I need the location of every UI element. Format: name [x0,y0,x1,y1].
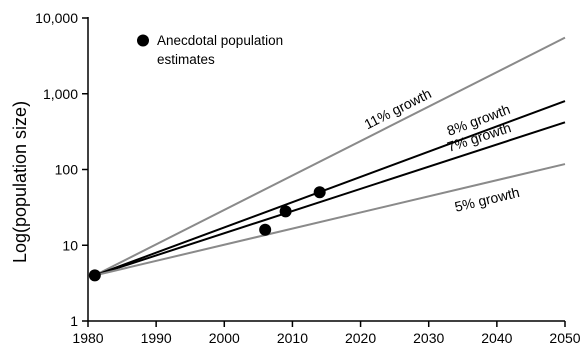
legend-label-line-1: estimates [157,52,215,67]
axes: 1 10 100 1,000 10,000 1980 1990 2000 2010 2020 203… [35,10,581,346]
legend: Anecdotal population estimates [137,33,283,67]
data-point-1 [259,223,272,236]
y-tick-label-1: 10 [62,237,78,253]
legend-label: Anecdotal population estimates [157,33,283,67]
legend-marker [137,34,149,47]
y-tick-label-2: 100 [55,162,79,178]
x-tick-label-5: 2030 [413,330,444,346]
projection-lines [94,36,566,277]
data-points [88,186,326,282]
x-tick-label-7: 2050 [549,330,580,346]
y-tick-label-4: 10,000 [35,10,78,26]
data-point-3 [313,186,326,199]
y-tick-label-3: 1,000 [43,86,78,102]
x-tick-label-1: 1990 [141,330,172,346]
legend-label-line-0: Anecdotal population [157,33,283,48]
x-tick-label-2: 2000 [209,330,240,346]
data-point-2 [279,205,292,218]
x-tick-label-6: 2040 [481,330,512,346]
x-tick-label-0: 1980 [72,330,103,346]
x-tick-label-3: 2010 [277,330,308,346]
projection-line-1 [94,100,566,277]
y-axis-title: Log(population size) [10,101,30,263]
y-tick-label-0: 1 [70,313,78,329]
x-tick-label-4: 2020 [345,330,376,346]
projection-line-2 [94,121,566,277]
projection-line-3 [94,163,566,277]
data-point-0 [88,269,101,282]
projection-line-0 [94,36,566,277]
